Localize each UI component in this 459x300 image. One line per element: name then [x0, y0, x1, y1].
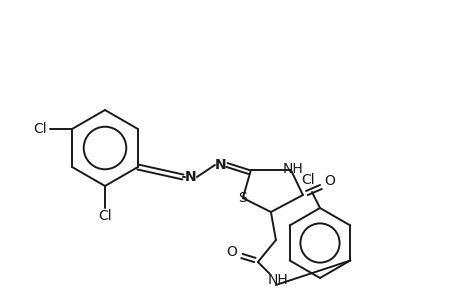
- Text: N: N: [185, 170, 196, 184]
- Text: O: O: [226, 245, 237, 259]
- Text: O: O: [324, 174, 335, 188]
- Text: NH: NH: [282, 162, 302, 176]
- Text: S: S: [238, 191, 247, 205]
- Text: Cl: Cl: [33, 122, 47, 136]
- Text: N: N: [215, 158, 226, 172]
- Text: NH: NH: [267, 273, 288, 287]
- Text: Cl: Cl: [301, 173, 314, 187]
- Text: Cl: Cl: [98, 209, 112, 223]
